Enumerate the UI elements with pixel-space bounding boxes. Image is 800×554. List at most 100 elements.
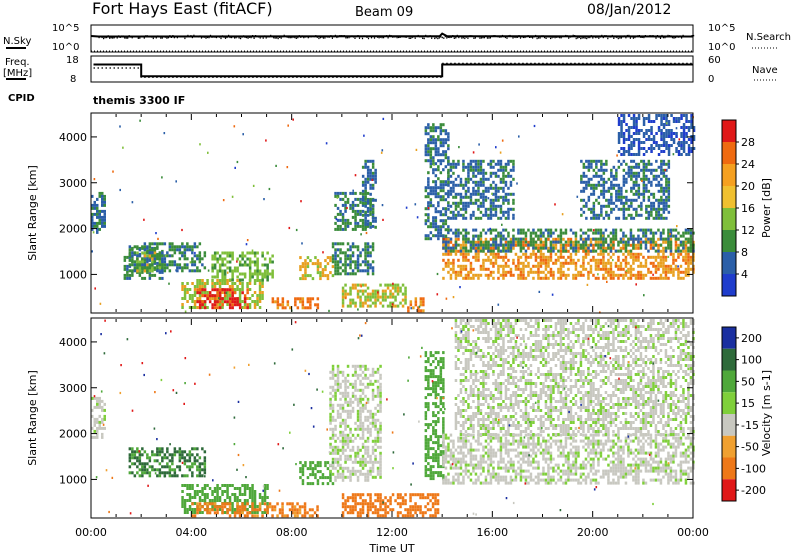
heat-cell (687, 237, 690, 241)
heat-cell (574, 261, 578, 265)
heat-cell (341, 203, 345, 207)
sky-noise-point (617, 37, 619, 40)
heat-cell (168, 254, 172, 258)
heat-cell (464, 204, 468, 208)
heat-cell (336, 224, 340, 228)
heat-cell (559, 261, 563, 265)
heat-cell (580, 213, 583, 217)
heat-cell (637, 258, 640, 262)
heat-cell (482, 168, 485, 172)
heat-cell (263, 269, 267, 273)
heat-cell (331, 373, 335, 377)
heat-cell (625, 216, 628, 220)
heat-cell (233, 493, 237, 496)
heat-cell (201, 490, 204, 493)
heat-cell (444, 192, 448, 196)
heat-cell (359, 298, 362, 302)
heat-cell (582, 231, 585, 235)
heat-cell (123, 264, 127, 268)
heat-cell (258, 272, 262, 276)
heat-cell (559, 231, 563, 235)
heat-cell (477, 186, 480, 190)
heat-cell (557, 234, 560, 238)
heat-cell (514, 237, 518, 241)
heat-cell (582, 261, 585, 265)
heat-cell (472, 171, 475, 175)
heat-cell (597, 195, 601, 199)
sky-noise-point (423, 37, 425, 40)
heat-cell (301, 464, 305, 468)
heat-cell (637, 204, 641, 208)
heat-cell (620, 126, 623, 129)
heat-speckle (365, 231, 368, 235)
heat-cell (364, 177, 367, 181)
heat-cell (647, 168, 651, 172)
heat-cell (143, 242, 147, 246)
heat-cell (692, 129, 696, 132)
sky-noise-point (131, 36, 133, 39)
heat-cell (482, 192, 485, 196)
heat-cell (293, 514, 297, 518)
heat-cell (203, 493, 207, 496)
heat-cell (331, 463, 335, 467)
heat-cell (650, 144, 653, 147)
sky-noise-point (337, 35, 339, 38)
heat-cell (101, 209, 104, 213)
heat-cell (504, 246, 508, 250)
heat-cell (467, 189, 470, 193)
heat-cell (627, 267, 630, 271)
heat-cell (93, 405, 96, 409)
heat-cell (394, 286, 397, 290)
sky-noise-point (554, 36, 556, 39)
sky-noise-point (583, 36, 585, 39)
heat-cell (136, 251, 139, 255)
heat-cell (462, 228, 465, 232)
heat-cell (492, 276, 495, 280)
heat-cell (364, 251, 367, 255)
heat-cell (291, 505, 294, 509)
heat-cell (364, 242, 367, 246)
heat-cell (492, 207, 495, 211)
heat-cell (519, 243, 523, 247)
heat-cell (605, 168, 608, 172)
heat-cell (635, 123, 638, 126)
heat-cell (449, 261, 453, 265)
heat-cell (667, 240, 670, 244)
heat-cell (266, 496, 269, 499)
heat-cell (625, 180, 628, 184)
heat-cell (203, 471, 207, 475)
heat-cell (314, 303, 317, 307)
heat-cell (489, 162, 493, 166)
heat-cell (619, 237, 623, 241)
heat-cell (642, 231, 645, 235)
heat-cell (489, 216, 493, 220)
sky-noise-point (667, 34, 669, 37)
heat-cell (331, 436, 335, 440)
heat-cell (138, 254, 142, 258)
heat-cell (487, 240, 490, 244)
heat-cell (361, 292, 365, 296)
heat-cell (452, 261, 455, 265)
sky-noise-point (319, 36, 321, 39)
heat-cell (625, 207, 628, 211)
heat-cell (319, 277, 322, 281)
heat-cell (389, 295, 392, 299)
heat-cell (667, 234, 670, 238)
heat-cell (577, 243, 580, 247)
heat-speckle (119, 188, 121, 192)
heat-cell (462, 207, 465, 211)
heat-cell (559, 267, 563, 271)
heat-cell (268, 505, 272, 509)
heat-cell (620, 186, 623, 190)
sky-noise-point (548, 36, 550, 38)
heat-cell (304, 306, 307, 310)
heat-cell (346, 263, 350, 267)
sky-noise-point (249, 36, 251, 38)
heat-cell (587, 252, 590, 256)
heat-cell (299, 256, 302, 260)
sky-noise-point (325, 35, 327, 38)
heat-cell (424, 207, 428, 211)
heat-cell (507, 162, 510, 166)
sky-noise-point (563, 35, 565, 37)
heat-cell (161, 263, 164, 267)
